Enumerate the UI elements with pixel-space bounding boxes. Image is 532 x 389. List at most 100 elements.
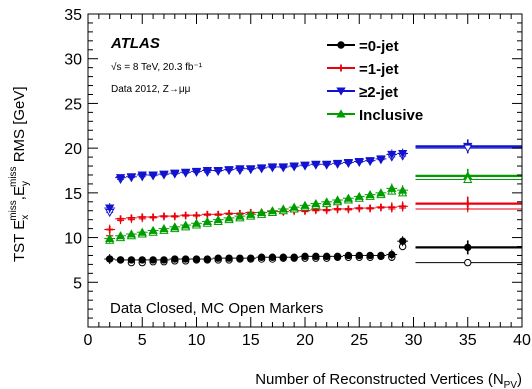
x-tick-label: 30 [405,332,423,349]
data-point [180,220,191,229]
data-point [138,256,146,264]
legend-item: =1-jet [327,61,399,78]
legend-swatch-marker [337,64,345,72]
data-point [247,254,255,262]
data-point [127,256,136,264]
x-tick-label: 35 [459,332,477,349]
data-point [397,185,408,194]
data-point [225,254,233,262]
data-point [193,211,200,219]
data-point [191,218,202,227]
data-point [148,225,158,234]
data-point [377,203,385,211]
data-point [203,255,212,263]
overflow-mc-point [463,174,473,183]
data-point [170,169,180,178]
data-point [115,174,126,183]
legend-item: =0-jet [327,38,399,55]
y-axis-label-sub-x: x [20,215,31,220]
data-point [246,165,256,174]
x-tick-label: 0 [84,332,93,349]
y-axis-label-part: ,E [11,186,28,200]
overflow-data-point [464,243,472,252]
series-group [104,236,522,267]
x-axis-label: Number of Reconstructed Vertices (NPV) [255,371,522,389]
data-point [279,253,287,261]
data-point [334,205,342,213]
legend: =0-jet =1-jet ≥2-jet Inclusive [327,38,423,124]
data-point [159,170,169,179]
closed-open-note: Data Closed, MC Open Markers [110,300,323,317]
y-axis-label-sup-miss: miss [8,200,19,221]
data-point [278,163,288,172]
data-point [290,253,298,261]
data-point [355,251,363,260]
data-point [171,212,179,220]
data-point [301,252,309,261]
data-point [202,167,213,176]
data-point [268,253,277,261]
x-tick-label: 25 [350,332,368,349]
data-point [137,171,147,180]
data-point [332,195,343,204]
data-point [354,158,364,167]
data-point [105,204,115,213]
data-point [105,233,115,242]
data-point [376,188,386,197]
data-point [289,162,299,171]
data-point [149,213,157,221]
data-point [267,206,278,215]
data-point [138,213,146,221]
legend-swatch-marker [337,41,345,49]
data-point [256,207,267,217]
x-axis-label-main: Number of Reconstructed Vertices (N [255,371,503,388]
data-point [148,171,158,180]
data-point [387,150,397,160]
y-tick-label: 20 [64,141,82,158]
data-point [323,252,331,261]
y-axis-label-part: RMS [GeV] [11,86,28,166]
data-point [235,165,245,174]
legend-label: Inclusive [359,107,423,124]
y-tick-label: 25 [64,96,82,113]
data-point [311,198,321,208]
x-axis-label-subscript: PV [504,380,518,389]
data-point [343,193,354,202]
data-point [182,211,190,219]
data-point [289,202,299,211]
atlas-label: ATLAS [110,35,160,52]
y-tick-label: 15 [64,186,82,203]
data-point [323,206,331,214]
data-point [213,215,223,224]
x-tick-label: 15 [242,332,260,349]
chart-marks [104,139,522,267]
dataset-label: Data 2012, Z→μμ [111,84,191,95]
y-tick-label: 5 [73,275,82,292]
data-point [236,254,244,262]
data-point [366,251,374,260]
data-point [106,255,114,263]
y-tick-label: 30 [64,52,82,69]
data-point [300,161,310,170]
data-point [388,250,396,259]
data-point [203,210,211,218]
data-point [278,204,288,213]
data-point [192,255,201,263]
data-point [170,222,180,231]
data-point [149,256,157,264]
data-point [181,255,190,263]
data-point [160,256,168,264]
data-point [387,183,397,192]
data-point [376,155,386,164]
y-tick-label: 10 [64,231,82,248]
data-point [115,231,126,240]
overflow-mc-point [464,258,472,267]
data-point [377,251,385,260]
x-axis-label-close: ) [517,371,522,388]
data-point [312,252,320,261]
data-point [224,166,234,175]
data-point [159,224,169,233]
data-point [354,191,364,200]
series-group [104,168,522,244]
data-point [365,190,375,199]
